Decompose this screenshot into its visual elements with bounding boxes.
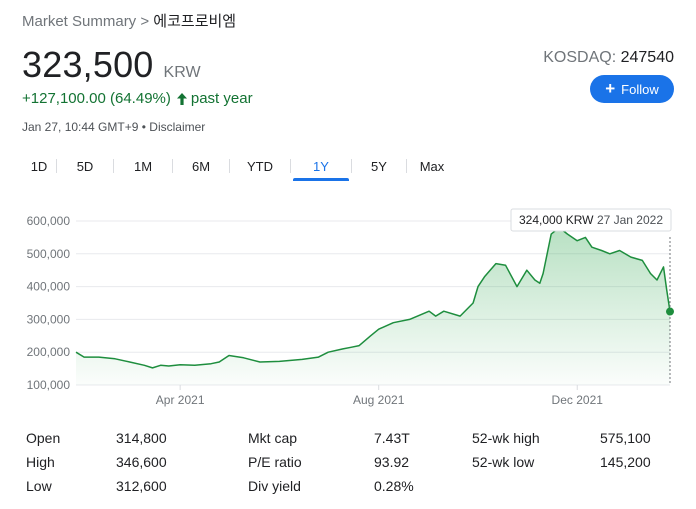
- stat-value: 575,100: [600, 430, 651, 446]
- stat-label: 52-wk high: [472, 430, 540, 446]
- stat-label: Div yield: [248, 478, 301, 494]
- range-tab-1m[interactable]: 1M: [133, 158, 153, 174]
- range-separator: [290, 159, 291, 173]
- range-tab-1d[interactable]: 1D: [30, 158, 48, 174]
- stock-price: 323,500: [22, 44, 154, 85]
- range-separator: [406, 159, 407, 173]
- price-area: [76, 227, 670, 385]
- price-change-row: +127,100.00 (64.49%) past year: [22, 90, 253, 107]
- range-tabs: 1D 5D 1M 6M YTD 1Y 5Y Max: [22, 152, 457, 181]
- change-period: past year: [190, 90, 253, 107]
- tooltip-box: [510, 208, 672, 232]
- range-separator: [172, 159, 173, 173]
- stat-value: 93.92: [374, 454, 410, 470]
- stat-high: High 346,600: [26, 454, 167, 470]
- stat-value: 312,600: [116, 478, 167, 494]
- stat-low: Low 312,600: [26, 478, 167, 494]
- chart-tooltip: 324,000 KRW 27 Jan 2022: [510, 208, 672, 232]
- stat-value: 314,800: [116, 430, 167, 446]
- x-tick-label: Apr 2021: [156, 393, 205, 407]
- range-separator: [56, 159, 57, 173]
- tooltip-date: 27 Jan 2022: [597, 213, 663, 227]
- quote-timestamp: Jan 27, 10:44 GMT+9: [22, 120, 139, 134]
- price-change: +127,100.00 (64.49%): [22, 90, 171, 107]
- range-tab-ytd[interactable]: YTD: [247, 158, 273, 174]
- stat-mkt-cap: Mkt cap 7.43T: [248, 430, 410, 446]
- stat-value: 145,200: [600, 454, 651, 470]
- stat-open: Open 314,800: [26, 430, 167, 446]
- range-tab-5d[interactable]: 5D: [76, 158, 94, 174]
- breadcrumb-separator: >: [136, 13, 154, 30]
- y-tick-label: 200,000: [27, 345, 71, 359]
- stat-label: Open: [26, 430, 61, 446]
- follow-label: Follow: [621, 81, 659, 97]
- y-tick-label: 600,000: [27, 214, 71, 228]
- plus-icon: +: [605, 79, 616, 98]
- quote-meta: Jan 27, 10:44 GMT+9 • Disclaimer: [22, 120, 205, 134]
- currency-label: KRW: [163, 64, 201, 81]
- x-tick-label: Aug 2021: [353, 393, 405, 407]
- meta-separator: •: [138, 120, 150, 134]
- exchange-label: KOSDAQ:: [543, 49, 617, 66]
- y-tick-label: 400,000: [27, 280, 71, 294]
- x-tick-label: Dec 2021: [552, 393, 604, 407]
- range-separator: [229, 159, 230, 173]
- ticker-symbol: KOSDAQ: 247540: [543, 49, 674, 67]
- range-tab-1y[interactable]: 1Y: [291, 152, 351, 181]
- range-tab-6m[interactable]: 6M: [191, 158, 211, 174]
- tooltip-value: 324,000 KRW: [519, 213, 594, 227]
- follow-button[interactable]: + Follow: [590, 75, 674, 103]
- stat-p-e-ratio: P/E ratio 93.92: [248, 454, 409, 470]
- stat-label: High: [26, 454, 55, 470]
- price-chart[interactable]: 600,000 500,000 400,000 300,000 200,000 100,0…: [0, 200, 696, 418]
- breadcrumb-root-link[interactable]: Market Summary: [22, 13, 137, 30]
- stat-label: P/E ratio: [248, 454, 302, 470]
- stat-label: Mkt cap: [248, 430, 298, 446]
- ticker-code: 247540: [620, 49, 674, 66]
- y-tick-label: 500,000: [27, 247, 71, 261]
- range-tab-max[interactable]: Max: [419, 158, 445, 174]
- stat-52-wk-low: 52-wk low 145,200: [472, 454, 651, 470]
- stat-value: 7.43T: [374, 430, 410, 446]
- y-tick-label: 300,000: [27, 312, 71, 326]
- stat-label: 52-wk low: [472, 454, 535, 470]
- cursor-dot: [666, 307, 674, 316]
- range-separator: [351, 159, 352, 173]
- arrow-up-icon: [176, 92, 187, 105]
- stat-label: Low: [26, 478, 52, 494]
- breadcrumb: Market Summary > 에코프로비엠: [22, 10, 236, 31]
- range-separator: [113, 159, 114, 173]
- price-chart-svg[interactable]: 600,000 500,000 400,000 300,000 200,000 100,0…: [0, 200, 696, 418]
- stat-value: 0.28%: [374, 478, 414, 494]
- stat-div-yield: Div yield 0.28%: [248, 478, 414, 494]
- stat-value: 346,600: [116, 454, 167, 470]
- price-line: [75, 226, 671, 369]
- stat-52-wk-high: 52-wk high 575,100: [472, 430, 651, 446]
- y-tick-label: 100,000: [27, 378, 71, 392]
- price-row: 323,500 KRW: [22, 44, 201, 86]
- range-tab-5y[interactable]: 5Y: [371, 158, 387, 174]
- breadcrumb-current: 에코프로비엠: [153, 13, 237, 30]
- disclaimer-link[interactable]: Disclaimer: [149, 120, 206, 134]
